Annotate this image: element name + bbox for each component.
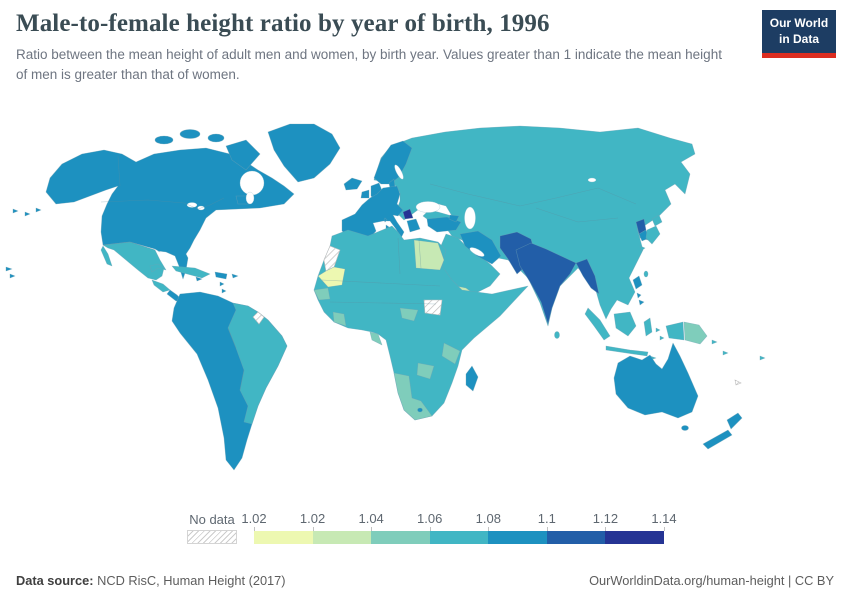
legend-tick-label: 1.02 [299, 511, 326, 526]
region-indonesia[interactable] [584, 307, 665, 361]
chart-header: Male-to-female height ratio by year of b… [16, 10, 750, 84]
legend-tick-mark [488, 527, 490, 531]
legend-tick-mark [546, 527, 548, 531]
region-new-zealand[interactable] [702, 412, 743, 450]
region-sri-lanka[interactable] [554, 331, 560, 339]
legend-tick-label: 1.14 [651, 511, 677, 526]
chart-subtitle: Ratio between the mean height of adult m… [16, 47, 722, 82]
region-arctic-island-1[interactable] [154, 135, 174, 145]
region-philippines[interactable] [632, 275, 645, 306]
region-mexico[interactable] [100, 241, 167, 281]
region-tasmania[interactable] [681, 425, 689, 431]
region-west-africa-greens[interactable] [313, 287, 419, 346]
region-arctic-island-2[interactable] [179, 129, 201, 139]
legend-tick-mark [664, 527, 665, 531]
region-japan[interactable] [639, 214, 663, 252]
data-source-value: NCD RisC, Human Height (2017) [97, 573, 286, 588]
owid-logo-line1: Our World [769, 16, 829, 30]
legend-tick-mark [429, 527, 431, 531]
map-legend: No data 1.02 1.02 1.04 1.06 1.08 1.1 1.12 1.14 [187, 511, 677, 544]
no-data-label: No data [189, 512, 235, 527]
region-taiwan[interactable] [643, 270, 649, 278]
owid-link[interactable]: OurWorldinData.org/human-height | CC BY [589, 573, 834, 588]
caspian-sea-water [464, 206, 476, 230]
region-greece[interactable] [406, 218, 421, 233]
region-new-guinea-west[interactable] [665, 321, 685, 341]
page-title: Male-to-female height ratio by year of b… [16, 10, 550, 37]
region-caribbean-islands[interactable] [195, 271, 239, 294]
hudson-bay-water [239, 170, 265, 196]
legend-tick-label: 1.02 [241, 511, 267, 526]
region-western-sahara-nodata[interactable] [323, 245, 341, 272]
owid-logo[interactable]: Our World in Data [762, 10, 836, 59]
region-madagascar[interactable] [465, 365, 479, 392]
region-greenland[interactable] [267, 123, 341, 183]
world-map [0, 88, 850, 510]
no-data-swatch[interactable] [187, 530, 237, 544]
legend-tick-mark [312, 527, 314, 531]
region-eurasia[interactable] [373, 125, 696, 327]
chart-footer: Data source: NCD RisC, Human Height (201… [16, 573, 834, 588]
region-caucasus[interactable] [448, 214, 460, 223]
region-central-america-north[interactable] [151, 279, 171, 293]
region-papua-new-guinea[interactable] [683, 321, 708, 345]
data-source-label: Data source: [16, 573, 94, 588]
region-east-southern-africa-greens[interactable] [393, 342, 461, 421]
region-balkans-dark[interactable] [402, 208, 414, 220]
region-mauritania[interactable] [317, 266, 346, 288]
region-australia[interactable] [613, 342, 699, 419]
region-arctic-island-3[interactable] [207, 133, 225, 143]
legend-bin-swatch[interactable] [605, 531, 665, 544]
legend-tick-label: 1.1 [537, 511, 556, 526]
legend-tick-label: 1.06 [417, 511, 443, 526]
region-iceland[interactable] [343, 177, 363, 191]
region-baffin-island[interactable] [225, 139, 261, 171]
region-iran[interactable] [459, 230, 502, 265]
great-lakes-water-2 [197, 205, 205, 211]
legend-bin-swatch[interactable] [429, 531, 489, 544]
legend-tick-mark [371, 527, 373, 531]
region-pacific-islands[interactable] [711, 339, 766, 361]
baltic-sea-water [394, 164, 404, 180]
persian-gulf-water [469, 247, 485, 257]
legend-no-data: No data [187, 512, 237, 544]
region-brazil[interactable] [227, 302, 288, 425]
legend-scale: 1.02 1.02 1.04 1.06 1.08 1.1 1.12 1.14 [241, 511, 677, 544]
legend-tick-marks [254, 527, 665, 531]
region-egypt[interactable] [413, 239, 445, 271]
region-india[interactable] [515, 242, 577, 325]
region-africa[interactable] [313, 225, 529, 421]
legend-bin-swatch[interactable] [546, 531, 606, 544]
owid-logo-line2: in Data [778, 31, 819, 46]
region-french-guiana-nodata[interactable] [252, 311, 265, 325]
lake-baikal-water [587, 177, 597, 183]
legend-bin-swatch[interactable] [371, 531, 430, 544]
legend-tick-mark [254, 527, 255, 531]
legend-bins [254, 531, 665, 544]
legend-tick-label: 1.08 [475, 511, 501, 526]
legend-bin-swatch[interactable] [312, 531, 372, 544]
country-borders [100, 155, 637, 391]
region-myanmar[interactable] [575, 258, 600, 295]
legend-bin-swatch[interactable] [488, 531, 547, 544]
region-cuba[interactable] [171, 265, 211, 279]
region-new-caledonia-nodata[interactable] [734, 379, 742, 386]
data-source: Data source: NCD RisC, Human Height (201… [16, 573, 286, 588]
region-lesotho[interactable] [417, 407, 423, 413]
legend-tick-label: 1.12 [592, 511, 619, 526]
legend-tick-mark [605, 527, 607, 531]
legend-tick-label: 1.04 [358, 511, 384, 526]
great-lakes-water [186, 202, 198, 208]
legend-tick-labels: 1.02 1.02 1.04 1.06 1.08 1.1 1.12 1.14 [241, 511, 676, 527]
black-sea-water [415, 201, 441, 213]
james-bay-water [245, 191, 255, 205]
region-scandinavia[interactable] [373, 140, 413, 185]
region-aleutian-islands[interactable] [5, 207, 42, 279]
region-south-sudan-nodata[interactable] [423, 299, 443, 316]
legend-bin-swatch[interactable] [254, 531, 313, 544]
region-north-america[interactable] [45, 147, 295, 280]
